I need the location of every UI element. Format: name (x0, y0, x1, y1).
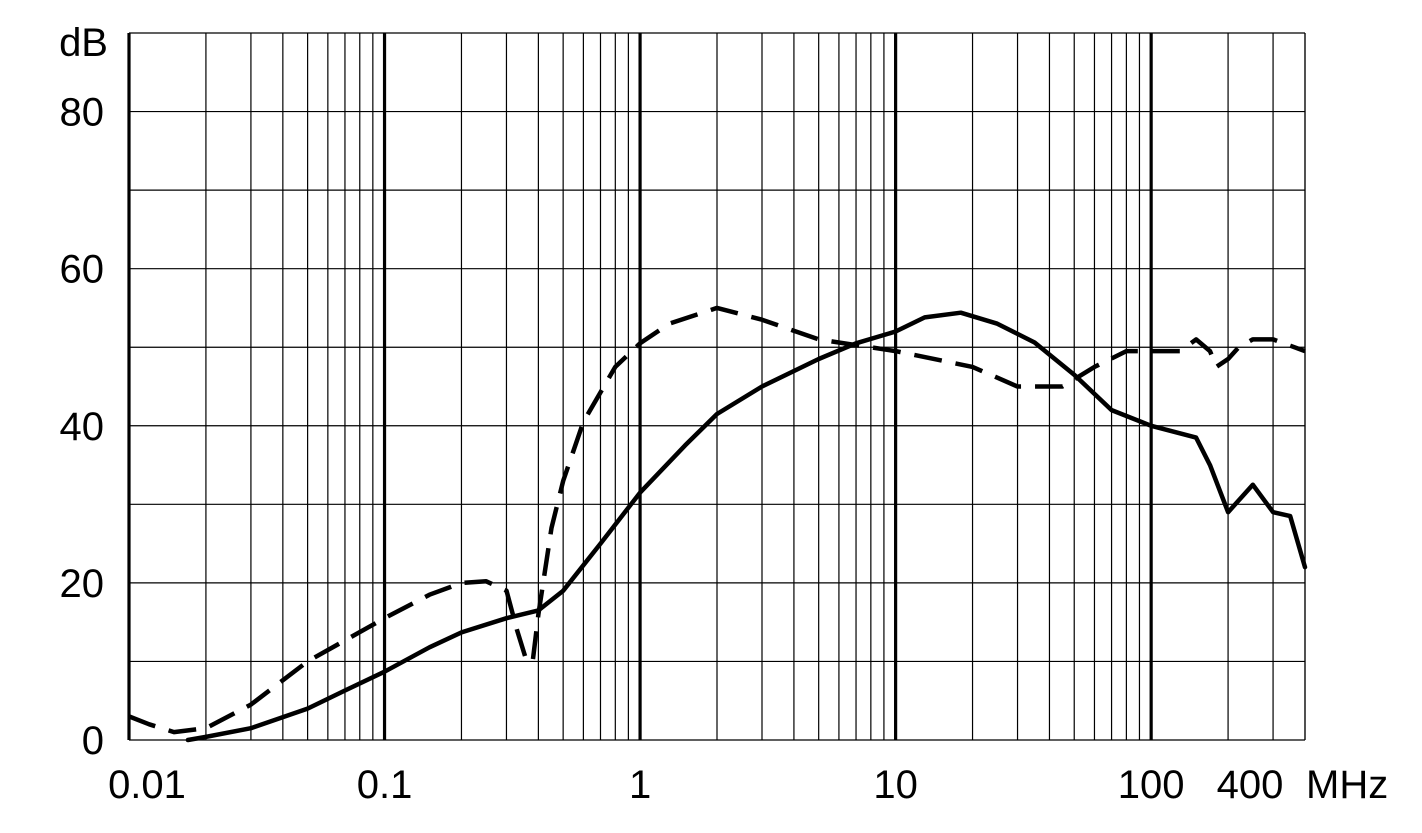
series-line-dashed (128, 305, 1306, 735)
x-tick-label: 0.01 (108, 763, 186, 807)
x-tick-label: 400 (1217, 763, 1284, 807)
x-unit-label: MHz (1306, 763, 1388, 807)
series-group (128, 305, 1308, 743)
x-tick-label: 100 (1118, 763, 1185, 807)
series-line-solid (185, 310, 1308, 743)
y-tick-label: 20 (60, 562, 105, 606)
grid (127, 32, 1306, 741)
x-tick-label: 1 (629, 763, 651, 807)
x-tick-label: 0.1 (357, 763, 413, 807)
x-tick-label: 10 (873, 763, 918, 807)
y-tick-label: 40 (60, 405, 105, 449)
y-tick-label: 60 (60, 248, 105, 292)
y-tick-label: 0 (82, 719, 104, 763)
y-unit-label: dB (59, 21, 108, 65)
tick-labels: dB MHz 0 20 40 60 80 0.01 0.1 1 10 100 400 (59, 21, 1388, 807)
y-tick-label: 80 (60, 91, 105, 135)
